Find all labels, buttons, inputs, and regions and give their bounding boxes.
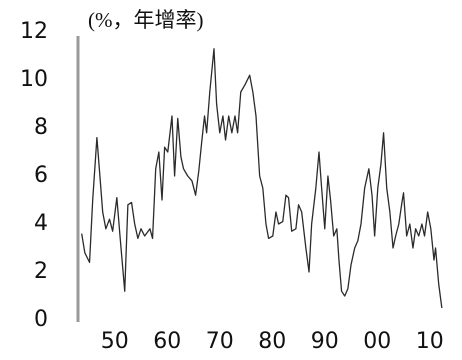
y-tick-label: 10 xyxy=(20,67,48,92)
x-tick-label: 00 xyxy=(363,329,391,354)
y-tick-label: 2 xyxy=(34,259,48,284)
x-tick-label: 60 xyxy=(153,329,181,354)
x-tick-label: 50 xyxy=(101,329,129,354)
x-tick-label: 70 xyxy=(206,329,234,354)
x-tick-label: 90 xyxy=(311,329,339,354)
y-axis-label: (%，年增率) xyxy=(88,8,203,32)
data-line xyxy=(81,48,443,309)
y-tick-label: 8 xyxy=(34,115,48,140)
y-tick-label: 12 xyxy=(20,19,48,44)
y-tick-label: 4 xyxy=(34,211,48,236)
x-tick-label: 10 xyxy=(416,329,444,354)
y-tick-label: 6 xyxy=(34,163,48,188)
y-tick-label: 0 xyxy=(34,307,48,332)
x-tick-label: 80 xyxy=(258,329,286,354)
